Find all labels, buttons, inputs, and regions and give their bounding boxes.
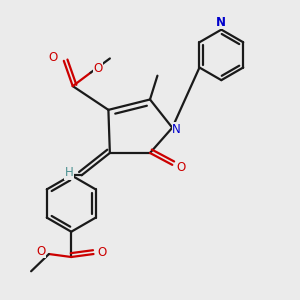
Text: N: N [216, 16, 226, 29]
Text: N: N [172, 123, 181, 136]
Text: O: O [93, 62, 103, 75]
Text: O: O [36, 244, 45, 258]
Text: O: O [177, 161, 186, 174]
Text: O: O [98, 246, 107, 259]
Text: O: O [48, 51, 57, 64]
Text: H: H [65, 166, 74, 179]
